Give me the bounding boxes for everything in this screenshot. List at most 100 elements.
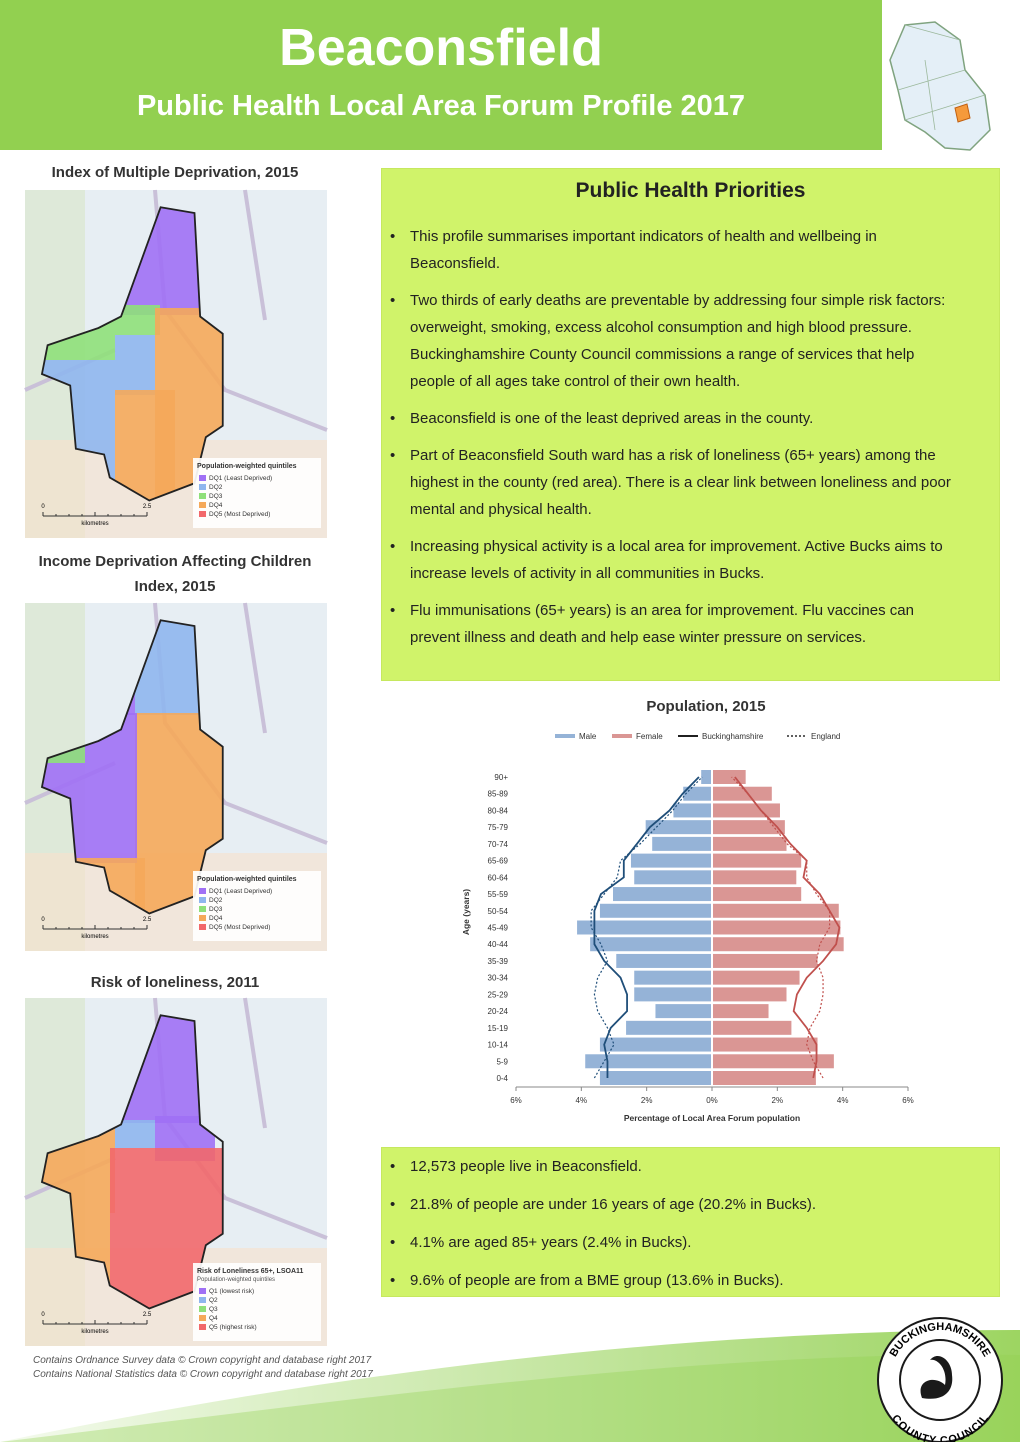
legend-label: DQ4: [209, 502, 223, 509]
x-tick-label: 6%: [902, 1096, 914, 1105]
y-tick-label: 5-9: [496, 1057, 508, 1066]
legend-title: Population-weighted quintiles: [197, 463, 297, 470]
county-outline: [889, 21, 991, 151]
bar: [713, 770, 746, 784]
facts-panel: 12,573 people live in Beaconsfield. 21.8%…: [381, 1147, 1000, 1297]
y-tick-label: 25-29: [488, 990, 509, 999]
bar: [713, 803, 780, 818]
legend-label: Q2: [209, 1297, 218, 1304]
bar: [599, 1037, 711, 1052]
bullet: Two thirds of early deaths are preventab…: [390, 287, 959, 395]
x-tick-label: 2%: [641, 1096, 653, 1105]
scale-label: 0: [41, 1312, 45, 1318]
scale-label: 2.5: [143, 917, 152, 923]
legend-label: DQ2: [209, 484, 223, 491]
legend-swatch: [199, 1288, 206, 1294]
y-tick-label: 90+: [494, 773, 508, 782]
council-logo: BUCKINGHAMSHIRE COUNTY COUNCIL: [877, 1317, 1003, 1442]
swoosh: [0, 1330, 1020, 1442]
bar: [713, 786, 772, 801]
bar: [645, 820, 711, 835]
swan: [920, 1355, 953, 1399]
x-tick-label: 4%: [837, 1096, 849, 1105]
bar: [713, 820, 785, 835]
bar: [683, 786, 711, 801]
logo-inner: [899, 1339, 981, 1421]
legend-swatch: [199, 1306, 206, 1312]
bar: [713, 1071, 816, 1085]
x-tick-label: 0%: [706, 1096, 718, 1105]
legend-swatch: [199, 924, 206, 930]
map: Risk of Loneliness 65+, LSOA11 Population…: [24, 997, 328, 1346]
scale-label: 2.5: [143, 504, 152, 510]
y-tick-label: 55-59: [488, 890, 509, 899]
y-tick-label: 65-69: [488, 857, 509, 866]
y-tick-label: 80-84: [488, 806, 509, 815]
legend-label: England: [811, 732, 840, 741]
y-tick-label: 75-79: [488, 823, 509, 832]
legend-label: Q1 (lowest risk): [209, 1288, 254, 1295]
bar: [713, 836, 787, 851]
bullet: 12,573 people live in Beaconsfield.: [390, 1156, 959, 1178]
map-outline: [40, 619, 224, 915]
bar: [634, 970, 711, 985]
bar: [626, 1020, 711, 1035]
map-title: Index of Multiple Deprivation, 2015: [51, 164, 299, 181]
priorities-list: This profile summarises important indica…: [382, 223, 999, 651]
legend-swatch: [199, 502, 206, 508]
legend-label: DQ3: [209, 906, 223, 913]
line: [590, 776, 703, 1079]
bar: [613, 887, 711, 902]
county-map: [889, 21, 991, 151]
bar: [630, 853, 711, 868]
legend-box: [193, 1263, 321, 1341]
bar: [713, 970, 800, 985]
map-region: [115, 335, 155, 395]
bullet: 9.6% of people are from a BME group (13.…: [390, 1270, 959, 1292]
x-tick-label: 2%: [772, 1096, 784, 1105]
y-tick-label: 30-34: [488, 974, 509, 983]
scale-label: 0: [41, 917, 45, 923]
legend-swatch: [199, 915, 206, 921]
legend-swatch: [199, 484, 206, 490]
area-highlight: [954, 103, 971, 123]
legend-swatch: [199, 1315, 206, 1321]
legend-label: Female: [636, 732, 663, 741]
map-title: Income Deprivation Affecting Children In…: [38, 553, 312, 595]
bar: [713, 1020, 792, 1035]
x-tick-label: 6%: [510, 1096, 522, 1105]
legend-swatch: [199, 906, 206, 912]
legend-label: DQ3: [209, 493, 223, 500]
y-tick-label: 35-39: [488, 957, 509, 966]
y-tick-label: 50-54: [488, 907, 509, 916]
y-tick-label: 0-4: [496, 1074, 508, 1083]
map-region: [115, 390, 175, 501]
bar: [713, 953, 818, 968]
bullet: Part of Beaconsfield South ward has a ri…: [390, 442, 959, 523]
legend-title: Population-weighted quintiles: [197, 876, 297, 883]
map-title: Risk of loneliness, 2011: [90, 974, 260, 991]
scale-label: 2.5: [143, 1312, 152, 1318]
bar: [599, 903, 711, 918]
legend-label: DQ2: [209, 897, 223, 904]
y-tick-label: 85-89: [488, 790, 509, 799]
legend-title: Risk of Loneliness 65+, LSOA11: [197, 1268, 304, 1275]
bar: [599, 1071, 711, 1085]
scale-label: 0: [41, 504, 45, 510]
legend-label: DQ5 (Most Deprived): [209, 511, 270, 518]
subtitle: Public Health Local Area Forum Profile 2…: [136, 90, 746, 122]
bullet: 4.1% are aged 85+ years (2.4% in Bucks).: [390, 1232, 959, 1254]
y-tick-label: 45-49: [488, 924, 509, 933]
legend-swatch: [199, 475, 206, 481]
county-lines: [897, 24, 986, 131]
swoosh-2: [0, 1354, 1020, 1442]
bullet: This profile summarises important indica…: [390, 223, 959, 277]
legend-swatch: [199, 493, 206, 499]
legend-swatch: [199, 1297, 206, 1303]
bar: [634, 987, 711, 1002]
bar: [713, 1054, 834, 1069]
legend-label: Q3: [209, 1306, 218, 1313]
line: [731, 776, 831, 1079]
bar: [713, 1037, 818, 1052]
